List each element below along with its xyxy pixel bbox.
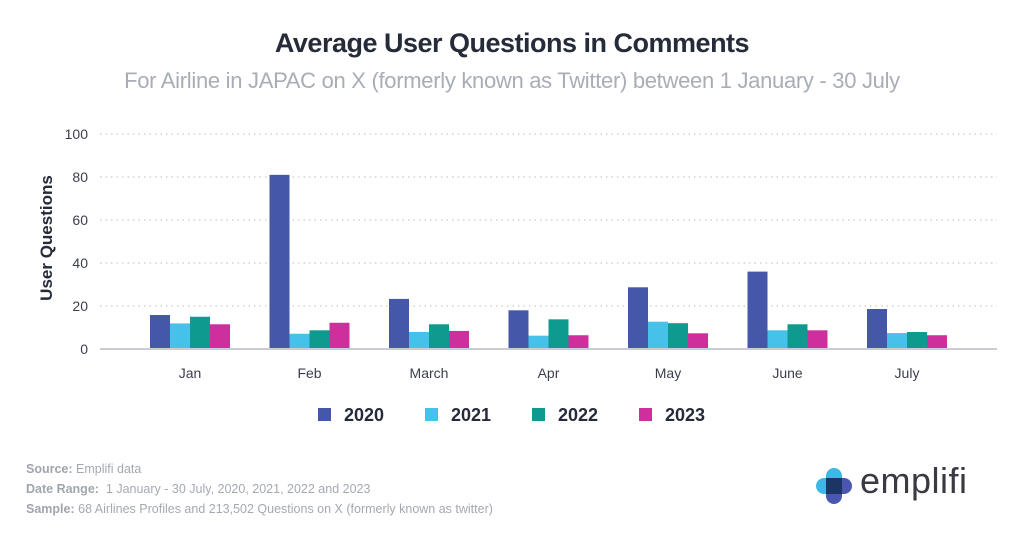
date-range-value: 1 January - 30 July, 2020, 2021, 2022 an… [105, 482, 371, 496]
bar-apr-2021 [528, 335, 549, 349]
bar-chart: 0 20 40 60 80 100 User Questions Jan Feb March A… [37, 126, 997, 425]
sample-line: Sample: 68 Airlines Profiles and 213,502… [26, 499, 493, 519]
bar-apr-2023 [568, 335, 589, 349]
x-tick-label: July [895, 365, 920, 381]
legend-item-2023: 2023 [639, 405, 705, 425]
source-line: Source: Emplifi data [26, 459, 493, 479]
bar-apr-2022 [548, 319, 569, 349]
bar-july-2020 [867, 309, 887, 349]
chart-title: Average User Questions in Comments [274, 28, 750, 58]
bar-may-2020 [628, 287, 648, 349]
y-tick-label: 0 [80, 341, 88, 357]
bar-july-2022 [907, 332, 927, 349]
bar-jan-2020 [150, 315, 170, 349]
legend-label: 2021 [451, 405, 491, 425]
x-axis-ticks: Jan Feb March Apr May June July [179, 365, 920, 381]
emplifi-logo-icon [816, 468, 852, 504]
bar-march-2020 [389, 298, 409, 349]
x-tick-label: Apr [538, 365, 560, 381]
bar-feb-2023 [329, 322, 350, 349]
bar-apr-2020 [508, 310, 529, 349]
legend-item-2022: 2022 [532, 405, 598, 425]
y-tick-label: 60 [72, 212, 88, 228]
date-range-line: Date Range: 1 January - 30 July, 2020, 2… [26, 479, 493, 499]
bar-march-2021 [409, 332, 429, 349]
sample-label: Sample: [26, 502, 75, 516]
legend-swatch [425, 408, 438, 421]
source-label: Source: [26, 462, 73, 476]
footer-notes: Source: Emplifi data Date Range: 1 Janua… [26, 459, 493, 519]
y-tick-label: 40 [72, 255, 88, 271]
y-tick-label: 80 [72, 169, 88, 185]
bar-june-2023 [807, 330, 828, 349]
bar-jan-2021 [170, 323, 190, 349]
legend-swatch [318, 408, 331, 421]
bar-june-2022 [787, 324, 808, 349]
emplifi-logo-text: emplifi [860, 460, 968, 501]
legend: 2020 2021 2022 2023 [318, 405, 705, 425]
bar-jan-2023 [210, 324, 230, 349]
bar-march-2023 [449, 330, 469, 349]
legend-label: 2020 [344, 405, 384, 425]
bar-feb-2021 [289, 333, 310, 349]
chart-subtitle: For Airline in JAPAC on X (formerly know… [124, 68, 900, 93]
x-tick-label: Feb [297, 365, 321, 381]
bar-june-2020 [747, 271, 768, 349]
legend-label: 2023 [665, 405, 705, 425]
gridlines [100, 133, 997, 307]
y-axis-label: User Questions [37, 175, 56, 301]
source-value: Emplifi data [76, 462, 142, 476]
emplifi-logo: emplifi [816, 460, 996, 506]
bar-may-2022 [668, 323, 688, 349]
x-tick-label: Jan [179, 365, 202, 381]
bar-june-2021 [767, 330, 788, 349]
bar-jan-2022 [190, 316, 210, 349]
x-tick-label: March [410, 365, 449, 381]
legend-label: 2022 [558, 405, 598, 425]
bar-feb-2022 [309, 330, 330, 349]
bar-feb-2020 [269, 174, 290, 349]
legend-item-2020: 2020 [318, 405, 384, 425]
legend-swatch [639, 408, 652, 421]
bar-may-2021 [648, 321, 668, 349]
y-tick-label: 20 [72, 298, 88, 314]
legend-item-2021: 2021 [425, 405, 491, 425]
bar-may-2023 [688, 333, 708, 349]
date-range-label: Date Range: [26, 482, 99, 496]
y-axis-ticks: 0 20 40 60 80 100 [65, 126, 89, 357]
legend-swatch [532, 408, 545, 421]
bar-july-2023 [927, 335, 947, 349]
x-tick-label: May [655, 365, 681, 381]
sample-value: 68 Airlines Profiles and 213,502 Questio… [78, 502, 493, 516]
x-tick-label: June [772, 365, 803, 381]
y-tick-label: 100 [65, 126, 89, 142]
bar-july-2021 [887, 333, 907, 349]
bars [150, 174, 947, 349]
bar-march-2022 [429, 324, 449, 349]
